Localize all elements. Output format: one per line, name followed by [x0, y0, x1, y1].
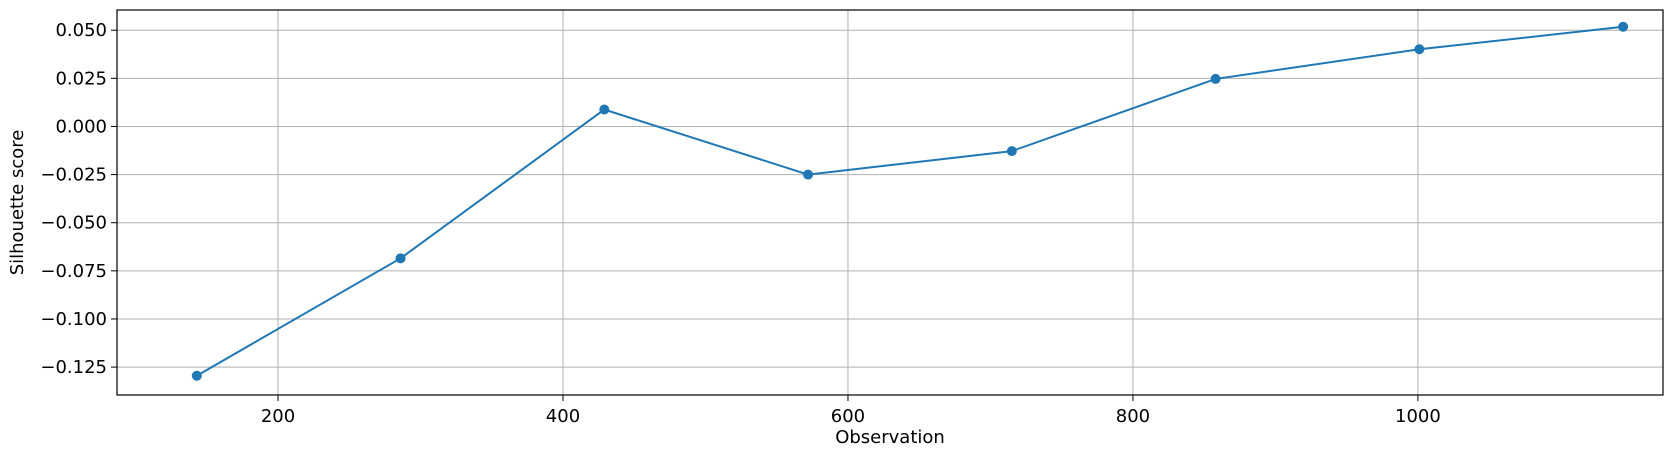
data-point	[1414, 44, 1425, 55]
y-tick-label: −0.100	[40, 309, 107, 330]
grid-lines	[117, 10, 1663, 395]
x-tick-label: 1000	[1395, 406, 1441, 427]
x-tick-label: 400	[546, 406, 580, 427]
x-tick-label: 800	[1116, 406, 1150, 427]
y-tick-label: −0.025	[40, 165, 107, 186]
y-tick-label: −0.075	[40, 261, 107, 282]
data-point	[1210, 73, 1221, 84]
series-line	[196, 25, 1624, 377]
y-tick-label: −0.125	[40, 357, 107, 378]
x-tick-label: 200	[261, 406, 295, 427]
data-point	[191, 370, 202, 381]
data-point	[599, 104, 610, 115]
data-point	[803, 169, 814, 180]
y-tick-label: 0.050	[55, 20, 107, 41]
y-tick-label: −0.050	[40, 213, 107, 234]
data-point	[1006, 146, 1017, 157]
x-axis-label: Observation	[835, 427, 945, 448]
series-layer	[191, 21, 1629, 381]
data-point	[395, 253, 406, 264]
y-axis-label: Silhouette score	[7, 130, 28, 276]
y-tick-label: 0.000	[55, 116, 107, 137]
axis-ticks: 200 400 600 800 1000 −0.125 −0.100 −0.075 −0.050…	[40, 20, 1440, 427]
y-tick-label: 0.025	[55, 68, 107, 89]
data-point	[1618, 21, 1629, 32]
plot-frame	[116, 9, 1664, 396]
x-tick-label: 600	[831, 406, 865, 427]
